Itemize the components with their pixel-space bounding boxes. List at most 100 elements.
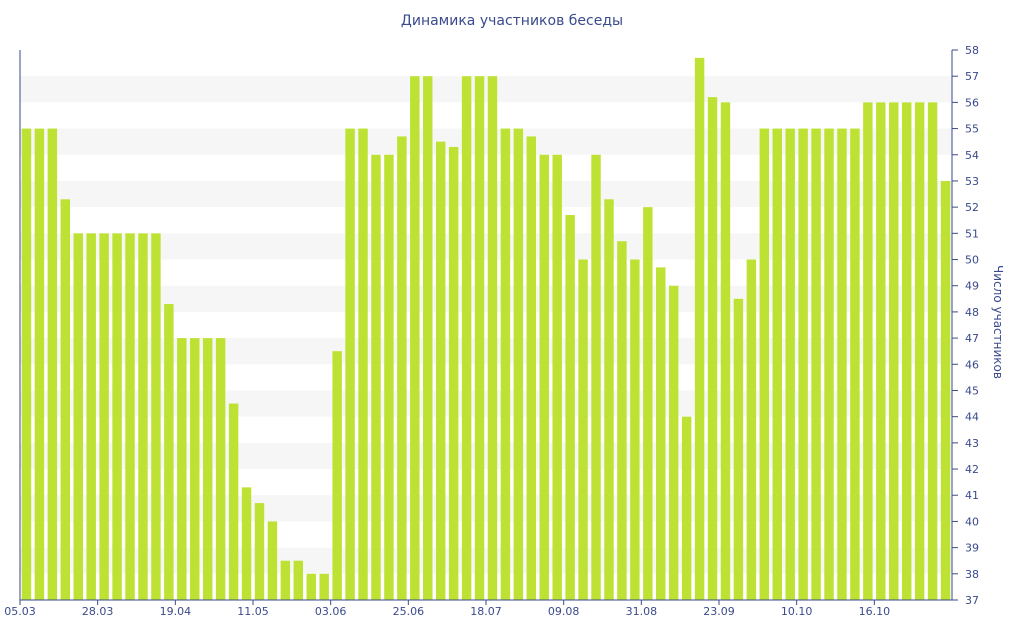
y-tick-label: 42 [965,463,979,476]
grid-band [20,495,952,522]
grid-band [20,338,952,365]
grid-band [20,285,952,312]
bar [21,128,32,601]
bar [228,403,239,600]
bar [681,416,692,600]
bar [630,259,640,600]
bar [448,146,459,600]
y-tick-label: 55 [965,123,979,136]
y-tick-label: 46 [965,358,979,371]
y-tick-label: 56 [965,96,979,109]
bar [837,128,847,601]
bar [785,128,795,601]
y-tick-label: 43 [965,437,979,450]
bar [177,338,187,600]
bar [876,102,886,600]
bar [435,141,446,600]
bar [759,128,770,601]
bar [164,304,174,600]
bar [604,199,614,601]
x-tick-label: 19.04 [160,605,192,618]
x-tick-label: 18.07 [470,605,502,618]
bar [293,560,304,600]
bar [617,241,627,600]
bar [138,233,148,601]
bar [927,102,938,600]
bar [746,259,757,600]
bar [86,233,96,601]
y-tick-label: 45 [965,384,979,397]
grid-band [20,128,952,155]
bar [280,560,291,600]
chart-title: Динамика участников беседы [400,13,624,29]
bar [358,128,368,601]
bar [565,215,575,600]
y-tick-label: 47 [965,332,979,345]
bar [668,285,679,600]
y-tick-label: 54 [965,149,979,162]
bar [371,154,381,600]
bar [423,76,433,600]
grid-band [20,442,952,470]
grid-band [20,180,952,208]
bar [500,128,511,601]
bar [824,128,834,601]
y-tick-label: 57 [965,70,979,83]
x-tick-label: 05.03 [4,605,36,618]
bar [552,154,562,600]
bar [190,338,200,600]
x-tick-label: 03.06 [315,605,347,618]
y-tick-label: 53 [965,175,979,188]
bar [474,76,485,600]
bar [73,233,83,601]
bar [151,233,161,601]
bar [643,207,653,600]
bar [772,128,782,601]
bar [914,102,925,600]
bar [487,76,498,600]
y-tick-label: 40 [965,515,979,528]
x-tick-label: 10.10 [781,605,813,618]
y-tick-label: 50 [965,254,979,267]
bar [306,573,316,600]
bar [319,573,329,600]
bar [578,259,588,600]
y-tick-label: 58 [965,44,979,57]
grid-band [20,390,952,417]
bar [410,76,420,600]
bar [60,199,71,601]
bar [241,487,252,600]
bar [940,180,951,600]
y-tick-label: 52 [965,201,979,214]
y-tick-label: 51 [965,227,979,240]
bar [733,298,744,600]
bar [215,338,226,600]
y-tick-label: 39 [965,542,979,555]
y-axis-label-text: Число участников [991,265,1005,379]
y-tick-label: 44 [965,411,979,424]
bar [47,128,58,601]
x-tick-label: 09.08 [548,605,580,618]
bar [526,136,537,600]
x-tick-label: 16.10 [859,605,891,618]
grid-band [20,547,952,574]
x-tick-label: 11.05 [237,605,269,618]
bar [513,128,524,601]
x-tick-label: 28.03 [82,605,114,618]
bar [889,102,899,600]
bar [125,233,135,601]
bar [850,128,860,601]
bar [267,521,278,600]
bar [332,351,342,600]
bar [811,128,821,601]
y-tick-label: 37 [965,594,979,607]
bar [591,154,601,600]
bar [384,154,394,600]
y-tick-label: 41 [965,489,979,502]
grid-band [20,76,952,103]
bar [901,102,912,600]
x-tick-label: 23.09 [703,605,735,618]
bar [863,102,873,600]
